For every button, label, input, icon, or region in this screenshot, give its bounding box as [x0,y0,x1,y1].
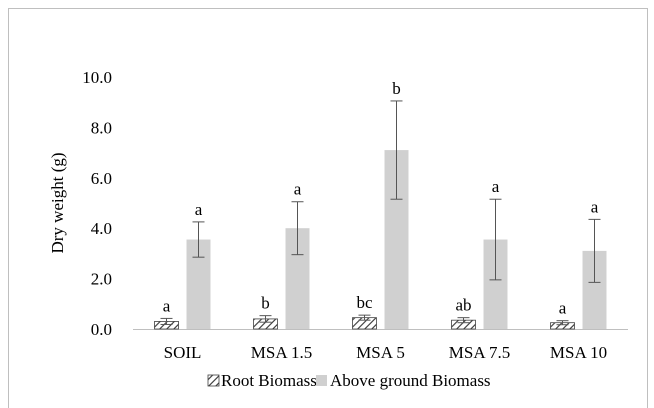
significance-letter: ab [455,296,471,315]
x-tick-label: MSA 1.5 [251,343,312,362]
legend-swatch-above-ground-biomass [316,375,327,386]
y-tick-label: 2.0 [91,270,112,289]
significance-letter: b [261,294,270,313]
significance-letter: a [591,197,599,216]
significance-letter: a [559,299,567,318]
legend: Root Biomass Above ground Biomass [207,371,491,390]
significance-letter: b [392,79,401,98]
bars-layer [154,100,607,330]
y-tick-label: 10.0 [82,68,112,87]
legend-label-above-ground-biomass: Above ground Biomass [330,371,491,390]
significance-letter: a [163,296,171,315]
y-tick-label: 0.0 [91,320,112,339]
x-tick-label: MSA 10 [550,343,607,362]
x-tick-label: SOIL [164,343,202,362]
significance-letter: bc [356,293,373,312]
labels-layer: SOIL a a MSA 1.5 b a MSA 5 bc b MSA 7.5 ab a MSA 10 a… [163,79,607,362]
y-tick-label: 6.0 [91,169,112,188]
legend-label-root-biomass: Root Biomass [221,371,317,390]
significance-letter: a [294,180,302,199]
y-axis-label: Dry weight (g) [48,152,67,253]
y-tick-label: 8.0 [91,118,112,137]
y-tick-label: 4.0 [91,219,112,238]
x-tick-label: MSA 7.5 [449,343,510,362]
chart-frame [8,8,648,408]
axes: 0.0 2.0 4.0 6.0 8.0 10.0 Dry weight (g) [48,68,628,339]
legend-swatch-root-biomass [207,374,220,387]
x-tick-label: MSA 5 [356,343,405,362]
significance-letter: a [195,200,203,219]
significance-letter: a [492,177,500,196]
